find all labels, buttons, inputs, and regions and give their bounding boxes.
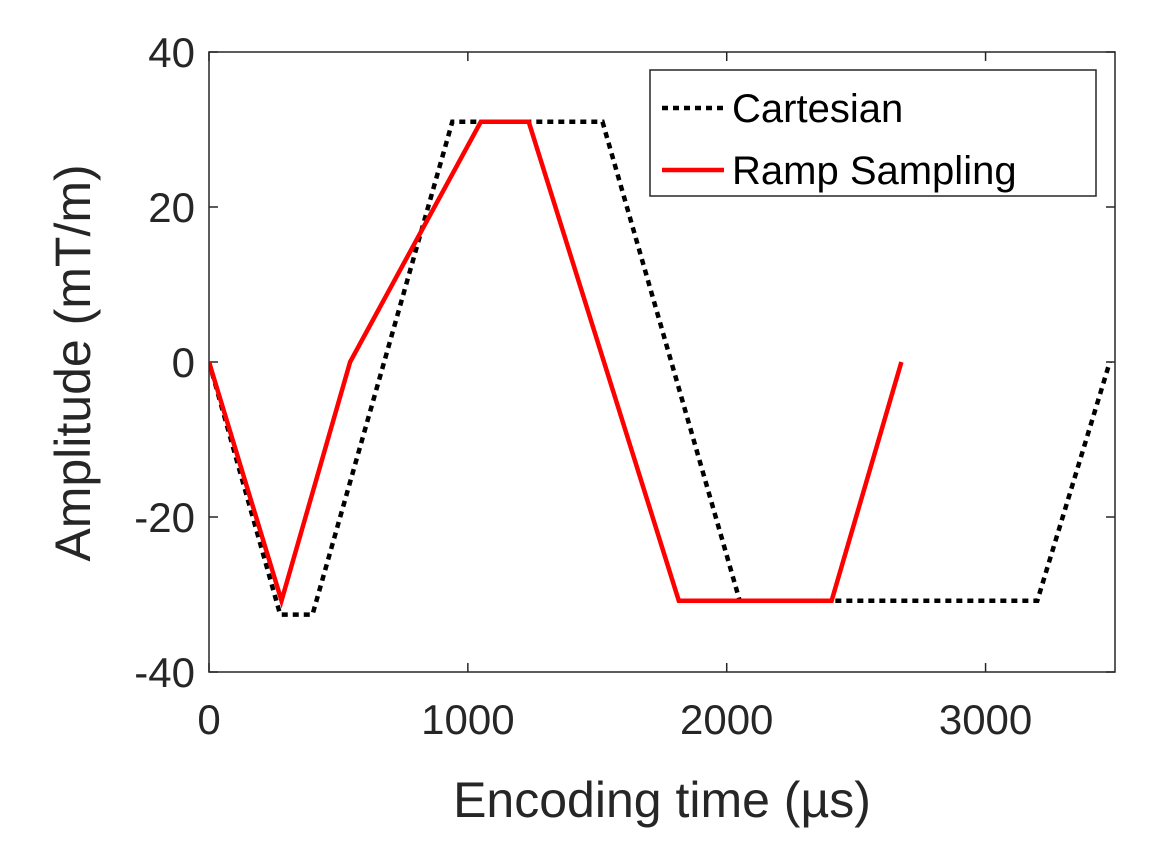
legend-label-ramp-sampling: Ramp Sampling bbox=[732, 149, 1017, 193]
legend-label-cartesian: Cartesian bbox=[732, 87, 903, 131]
y-tick-label: 40 bbox=[148, 29, 195, 76]
x-tick-label: 0 bbox=[197, 696, 220, 743]
x-axis-title: Encoding time (µs) bbox=[453, 772, 871, 828]
legend-box bbox=[649, 69, 1097, 197]
series-layer bbox=[209, 119, 1112, 617]
legend: Cartesian Ramp Sampling bbox=[649, 69, 1097, 197]
y-tick-label: 20 bbox=[148, 184, 195, 231]
y-tick-label: -20 bbox=[134, 494, 195, 541]
x-tick-label: 1000 bbox=[421, 696, 514, 743]
plot-frame bbox=[208, 51, 1116, 673]
tick-labels: 0 1000 2000 3000 -40 -20 0 20 40 bbox=[134, 29, 1032, 743]
y-axis-title: Amplitude (mT/m) bbox=[45, 164, 101, 561]
x-tick-label: 3000 bbox=[939, 696, 1032, 743]
series-line-ramp-sampling bbox=[209, 119, 904, 609]
y-tick-label: -40 bbox=[134, 649, 195, 696]
x-tick-label: 2000 bbox=[680, 696, 773, 743]
y-tick-label: 0 bbox=[172, 339, 195, 386]
